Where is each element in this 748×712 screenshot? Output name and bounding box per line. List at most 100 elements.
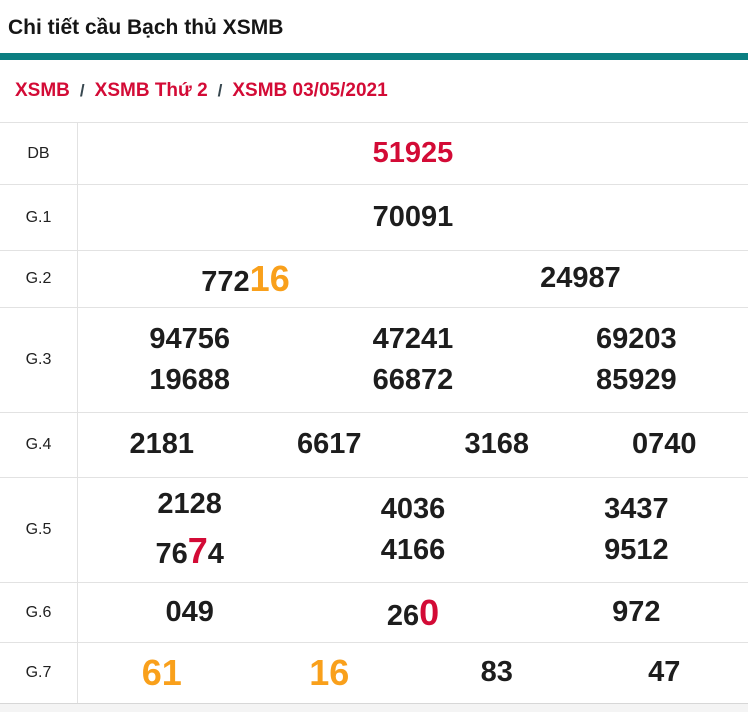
bottom-strip bbox=[0, 703, 748, 712]
prize-number: 83 bbox=[481, 652, 513, 693]
highlighted-digits-orange: 16 bbox=[249, 258, 290, 300]
row-label-g2: G.2 bbox=[0, 251, 78, 307]
digits: 26 bbox=[386, 599, 420, 632]
prize-number: 19688 bbox=[149, 360, 230, 401]
breadcrumb-link-xsmb[interactable]: XSMB bbox=[15, 80, 70, 101]
prize-number: 049 bbox=[165, 592, 213, 633]
row-label-g3: G.3 bbox=[0, 308, 78, 412]
prize-cell: 69203 85929 bbox=[525, 319, 748, 401]
prize-cell: 47241 66872 bbox=[301, 319, 524, 401]
digits: 3437 bbox=[604, 492, 669, 525]
prize-cell: 972 bbox=[525, 592, 748, 633]
row-content-g2: 77216 24987 bbox=[78, 251, 748, 307]
prize-number: 0740 bbox=[632, 424, 697, 465]
prize-number: 69203 bbox=[596, 319, 677, 360]
prize-number: 94756 bbox=[149, 319, 230, 360]
prize-cell: 77216 bbox=[78, 253, 413, 304]
prize-number: 51925 bbox=[373, 133, 454, 174]
breadcrumb-link-xsmb-date[interactable]: XSMB 03/05/2021 bbox=[232, 80, 388, 101]
prize-number: 3168 bbox=[464, 424, 529, 465]
prize-cell: 260 bbox=[301, 587, 524, 638]
prize-cell: 6617 bbox=[246, 424, 414, 465]
digits: 66872 bbox=[372, 364, 454, 396]
digits: 76 bbox=[155, 538, 188, 571]
digits: 049 bbox=[165, 595, 214, 628]
prize-number: 9512 bbox=[604, 530, 669, 571]
table-row-db: DB 51925 bbox=[0, 123, 748, 185]
digits: 69203 bbox=[595, 322, 677, 355]
digits: 772 bbox=[201, 266, 250, 299]
table-row-g7: G.7 61 16 83 47 bbox=[0, 643, 748, 703]
prize-number: 16 bbox=[309, 647, 349, 698]
row-content-db: 51925 bbox=[78, 123, 748, 184]
digits: 6617 bbox=[296, 428, 362, 461]
prize-number: 70091 bbox=[373, 197, 454, 238]
prize-number: 66872 bbox=[373, 360, 454, 401]
digits: 47 bbox=[648, 656, 681, 689]
breadcrumb: XSMB / XSMB Thứ 2 / XSMB 03/05/2021 bbox=[0, 60, 748, 122]
prize-cell: 51925 bbox=[78, 133, 748, 174]
table-row-g4: G.4 2181 6617 3168 0740 bbox=[0, 413, 748, 478]
table-row-g5: G.5 2128 7674 4036 4166 3437 9512 bbox=[0, 478, 748, 583]
prize-cell: 2128 7674 bbox=[78, 484, 301, 576]
highlighted-digits-orange: 61 bbox=[141, 652, 182, 694]
digits: 9512 bbox=[604, 534, 669, 566]
breadcrumb-separator: / bbox=[79, 81, 85, 100]
prize-number: 3437 bbox=[604, 489, 669, 530]
highlighted-digit-red: 7 bbox=[187, 530, 208, 572]
prize-cell: 049 bbox=[78, 592, 301, 633]
breadcrumb-link-xsmb-thu-2[interactable]: XSMB Thứ 2 bbox=[94, 80, 208, 101]
row-label-g1: G.1 bbox=[0, 185, 78, 250]
table-row-g2: G.2 77216 24987 bbox=[0, 251, 748, 308]
digits: 83 bbox=[480, 656, 513, 689]
digits: 4166 bbox=[380, 534, 446, 566]
digits: 972 bbox=[612, 595, 661, 628]
prize-cell: 94756 19688 bbox=[78, 319, 301, 401]
prize-number: 47241 bbox=[373, 319, 454, 360]
highlighted-digits-red: 51925 bbox=[372, 136, 454, 169]
table-row-g6: G.6 049 260 972 bbox=[0, 583, 748, 643]
row-label-db: DB bbox=[0, 123, 78, 184]
row-label-g5: G.5 bbox=[0, 478, 78, 582]
row-content-g4: 2181 6617 3168 0740 bbox=[78, 413, 748, 477]
prize-number: 260 bbox=[387, 587, 439, 638]
prize-number: 77216 bbox=[201, 253, 289, 304]
prize-cell: 47 bbox=[581, 652, 748, 693]
prize-cell: 0740 bbox=[581, 424, 748, 465]
prize-number: 4166 bbox=[381, 530, 446, 571]
prize-number: 2181 bbox=[129, 424, 194, 465]
digits: 3168 bbox=[464, 428, 529, 461]
prize-number: 7674 bbox=[155, 525, 223, 576]
prize-cell: 3437 9512 bbox=[525, 489, 748, 571]
table-row-g1: G.1 70091 bbox=[0, 185, 748, 251]
row-content-g5: 2128 7674 4036 4166 3437 9512 bbox=[78, 478, 748, 582]
prize-cell: 4036 4166 bbox=[301, 489, 524, 571]
digits: 85929 bbox=[595, 364, 677, 396]
page-title: Chi tiết cầu Bạch thủ XSMB bbox=[8, 16, 284, 39]
prize-cell: 83 bbox=[413, 652, 581, 693]
digits: 4036 bbox=[380, 492, 446, 525]
teal-divider-bar bbox=[0, 53, 748, 60]
prize-number: 2128 bbox=[157, 484, 222, 525]
prize-number: 972 bbox=[612, 592, 660, 633]
prize-number: 24987 bbox=[540, 258, 621, 299]
prize-number: 85929 bbox=[596, 360, 677, 401]
row-content-g6: 049 260 972 bbox=[78, 583, 748, 642]
prize-number: 6617 bbox=[297, 424, 362, 465]
row-content-g3: 94756 19688 47241 66872 69203 85929 bbox=[78, 308, 748, 412]
digits: 19688 bbox=[149, 364, 230, 396]
digits: 4 bbox=[207, 538, 224, 571]
digits: 2128 bbox=[157, 487, 222, 520]
row-label-g4: G.4 bbox=[0, 413, 78, 477]
table-row-g3: G.3 94756 19688 47241 66872 69203 85929 bbox=[0, 308, 748, 413]
prize-cell: 70091 bbox=[78, 197, 748, 238]
digits: 94756 bbox=[149, 322, 230, 355]
prize-cell: 61 bbox=[78, 647, 246, 698]
row-content-g7: 61 16 83 47 bbox=[78, 643, 748, 703]
prize-number: 47 bbox=[648, 652, 680, 693]
row-content-g1: 70091 bbox=[78, 185, 748, 250]
prize-number: 4036 bbox=[381, 489, 446, 530]
prize-cell: 3168 bbox=[413, 424, 581, 465]
digits: 47241 bbox=[372, 322, 454, 355]
row-label-g7: G.7 bbox=[0, 643, 78, 703]
